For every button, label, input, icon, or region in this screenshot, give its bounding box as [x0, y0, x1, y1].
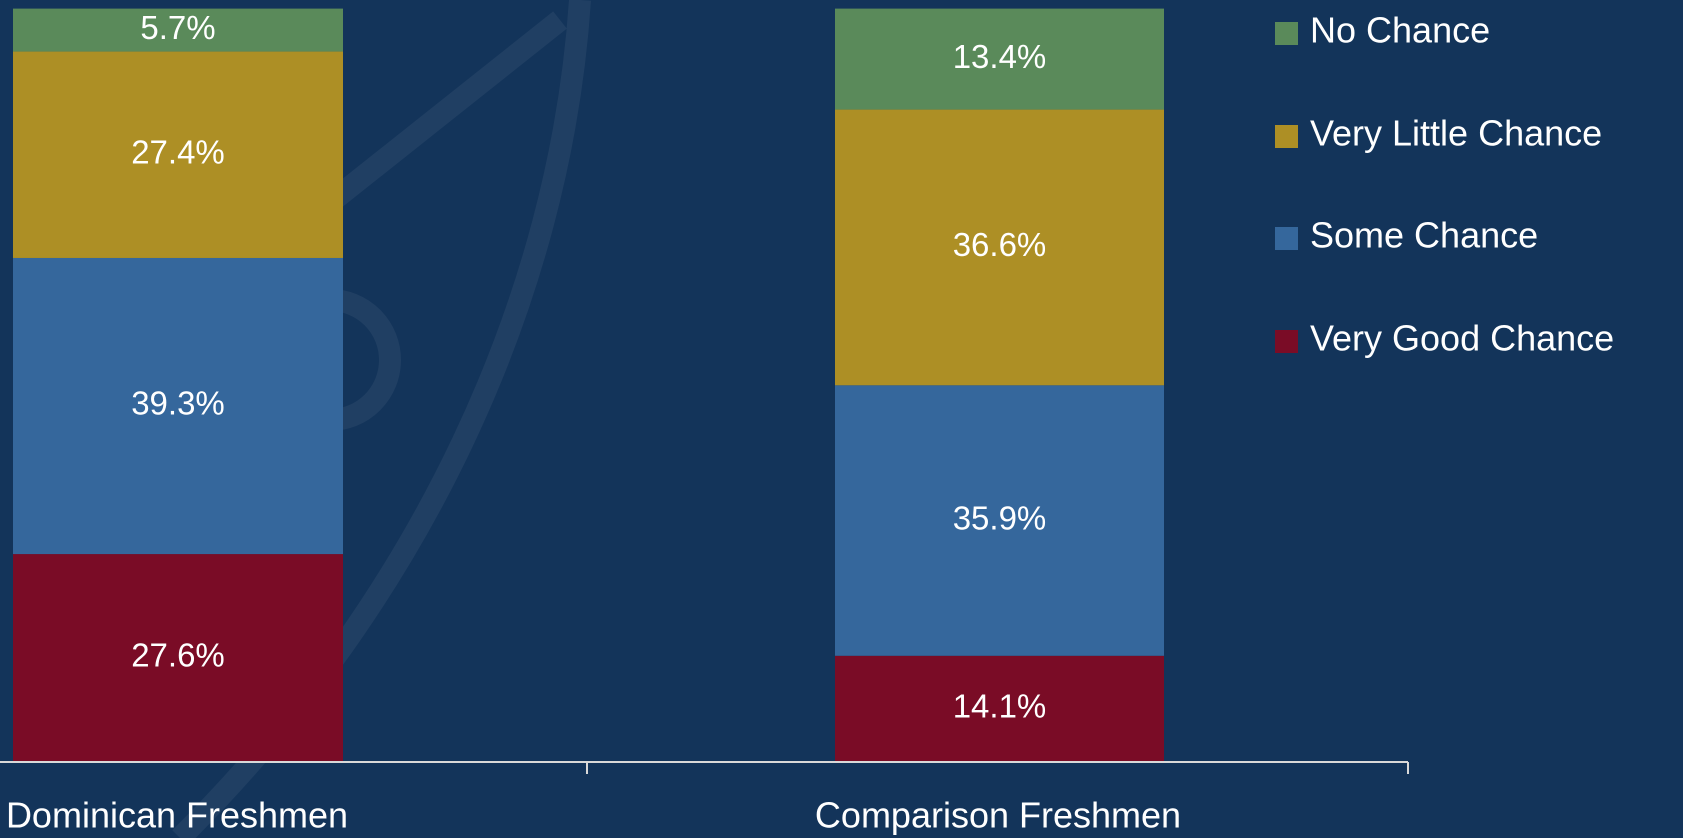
x-tick-label: Dominican Freshmen: [6, 795, 348, 836]
bar-segment: [13, 257, 343, 555]
legend-swatch: [1275, 330, 1298, 353]
value-label: 35.9%: [953, 499, 1047, 536]
legend-label: Some Chance: [1310, 215, 1538, 256]
x-tick-label: Comparison Freshmen: [815, 795, 1181, 836]
bar-segment: [13, 51, 343, 258]
value-label: 14.1%: [953, 688, 1047, 725]
bar-segment: [835, 109, 1164, 386]
legend-label: No Chance: [1310, 10, 1490, 51]
bar-segment: [835, 8, 1164, 110]
value-label: 36.6%: [953, 226, 1047, 263]
bar-segment: [13, 8, 343, 52]
value-label: 13.4%: [953, 38, 1047, 75]
value-label: 27.4%: [131, 133, 225, 170]
bar-segment: [835, 385, 1164, 656]
value-label: 39.3%: [131, 385, 225, 422]
legend-label: Very Good Chance: [1310, 318, 1614, 359]
legend-swatch: [1275, 227, 1298, 250]
value-label: 27.6%: [131, 637, 225, 674]
legend-swatch: [1275, 22, 1298, 45]
legend-swatch: [1275, 125, 1298, 148]
bar-segment: [13, 554, 343, 762]
legend-label: Very Little Chance: [1310, 113, 1602, 154]
bar-segment: [835, 655, 1164, 762]
value-label: 5.7%: [140, 9, 215, 46]
